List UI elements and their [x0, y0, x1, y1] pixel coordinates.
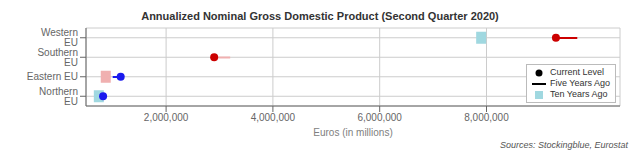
html-text:Ten Years Ago: Ten Years Ago [550, 89, 608, 99]
html-text:Sources: Stockingblue, Eurosta: Sources: Stockingblue, Eurostat [499, 140, 628, 150]
svg-text:SouthernEU: SouthernEU [37, 47, 78, 68]
html-text:Annualized Nominal Gross Domes: Annualized Nominal Gross Domestic Produc… [141, 10, 499, 22]
svg-text:WesternEU: WesternEU [41, 27, 78, 48]
html-text:Five Years Ago: Five Years Ago [550, 78, 610, 88]
svg-text:6,000,000: 6,000,000 [357, 112, 402, 123]
svg-text:4,000,000: 4,000,000 [251, 112, 296, 123]
svg-text:NorthernEU: NorthernEU [39, 86, 78, 107]
svg-text:8,000,000: 8,000,000 [464, 112, 509, 123]
svg-text:Eastern EU: Eastern EU [27, 71, 78, 82]
svg-text:2,000,000: 2,000,000 [144, 112, 189, 123]
html-text:Current Level: Current Level [550, 67, 604, 77]
svg-text:Euros (in millions): Euros (in millions) [313, 127, 392, 138]
